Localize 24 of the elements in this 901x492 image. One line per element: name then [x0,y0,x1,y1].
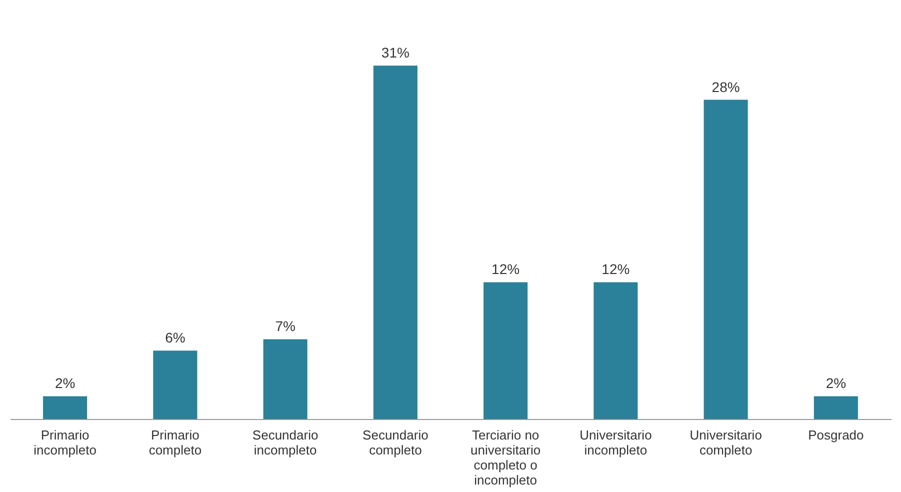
x-tick-label: Primario completo [148,428,202,458]
data-label: 7% [275,318,296,334]
data-label: 2% [826,375,846,392]
data-label: 31% [381,44,410,61]
x-tick-label: Universitario incompleto [580,428,652,458]
x-tick-label: Secundario completo [362,428,428,458]
data-label: 28% [712,78,740,95]
bar [484,282,528,419]
bar [704,100,748,419]
x-tick-label: Universitario completo [690,428,762,458]
bar [43,396,88,419]
x-tick-label: Secundario incompleto [252,428,318,458]
data-label: 2% [54,375,76,392]
x-tick-label: Terciario no universitario completo o incompleto [470,428,541,488]
x-tick-label: Posgrado [808,428,864,442]
bar [814,396,858,419]
data-label: 6% [165,330,186,346]
data-label: 12% [492,261,520,278]
bar [594,282,638,419]
bar [373,66,418,419]
data-label: 12% [602,261,630,278]
bar [263,339,308,419]
x-tick-label: Primario incompleto [34,428,96,458]
bar [153,350,198,419]
